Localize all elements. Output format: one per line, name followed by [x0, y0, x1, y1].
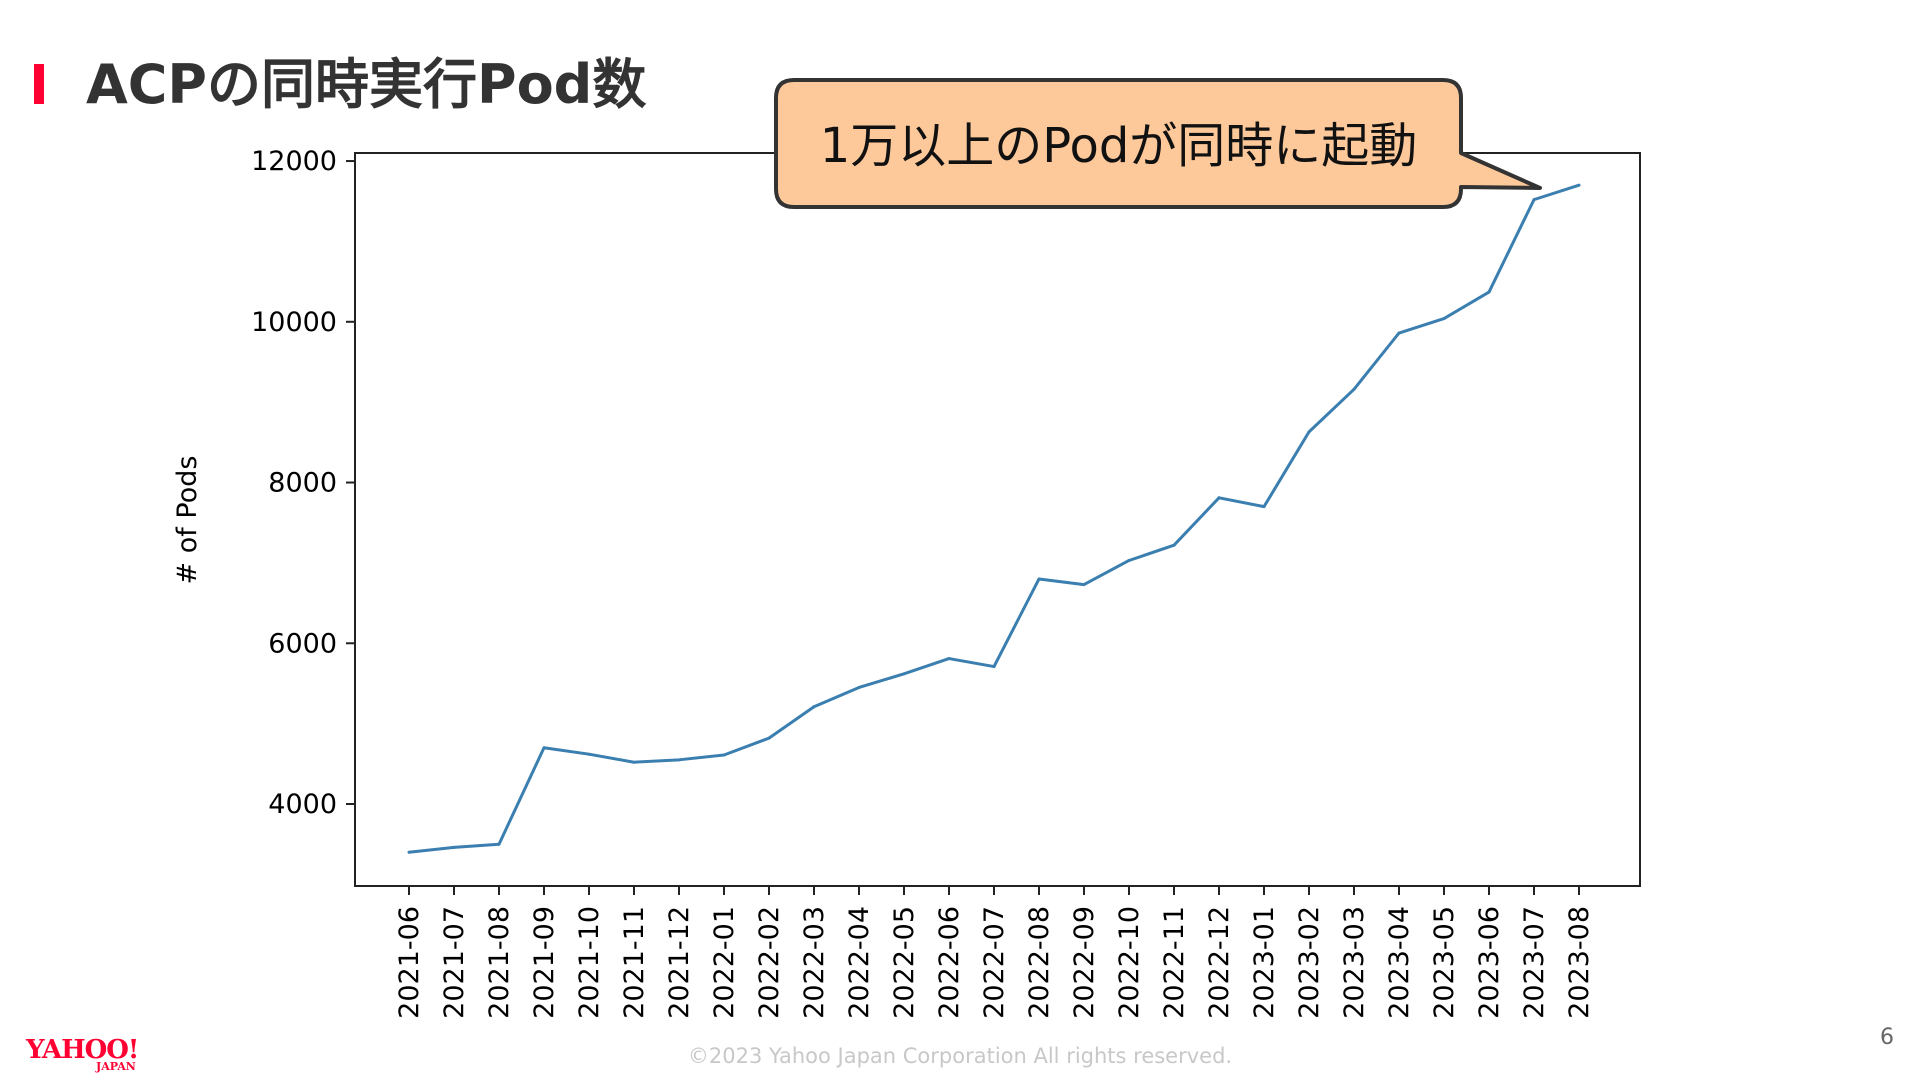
x-tick-label: 2022-03 — [799, 906, 830, 1019]
callout-text: 1万以上のPodが同時に起動 — [820, 118, 1418, 174]
data-point — [452, 845, 456, 849]
x-tick-label: 2021-06 — [394, 906, 425, 1019]
data-point — [497, 842, 501, 846]
x-tick-label: 2023-02 — [1294, 906, 1325, 1019]
y-axis-label: # of Pods — [172, 456, 203, 585]
x-tick-label: 2022-08 — [1024, 906, 1055, 1019]
page-title: ACPの同時実行Pod数 — [86, 53, 647, 116]
x-tick-label: 2023-06 — [1474, 906, 1505, 1019]
y-tick-label: 6000 — [268, 628, 337, 659]
page-number: 6 — [1880, 1025, 1894, 1050]
x-tick-label: 2021-09 — [529, 906, 560, 1019]
yahoo-japan-logo: YAHOO! JAPAN — [26, 1035, 150, 1073]
data-point — [1352, 387, 1356, 391]
data-point — [1262, 505, 1266, 509]
data-point — [812, 705, 816, 709]
x-tick-label: 2021-07 — [439, 906, 470, 1019]
data-point — [902, 672, 906, 676]
data-point — [587, 752, 591, 756]
x-tick-label: 2022-06 — [934, 906, 965, 1019]
x-tick-label: 2021-10 — [574, 906, 605, 1019]
y-tick-label: 4000 — [268, 789, 337, 820]
x-tick-label: 2023-01 — [1249, 906, 1280, 1019]
x-tick-label: 2023-07 — [1519, 906, 1550, 1019]
data-point — [1307, 430, 1311, 434]
data-point — [992, 665, 996, 669]
logo-wordmark: YAHOO! — [26, 1035, 139, 1065]
logo-subtext: JAPAN — [96, 1060, 136, 1073]
x-tick-label: 2022-05 — [889, 906, 920, 1019]
x-tick-label: 2022-10 — [1114, 906, 1145, 1019]
title-accent-bar — [34, 64, 44, 104]
x-tick-label: 2023-05 — [1429, 906, 1460, 1019]
callout-bubble — [774, 78, 1542, 209]
data-point — [1127, 558, 1131, 562]
x-tick-label: 2022-09 — [1069, 906, 1100, 1019]
data-point — [1397, 331, 1401, 335]
x-tick-label: 2022-04 — [844, 906, 875, 1019]
series-line — [408, 183, 1580, 854]
data-point — [542, 746, 546, 750]
x-tick-label: 2023-03 — [1339, 906, 1370, 1019]
y-tick-label: 12000 — [251, 146, 337, 177]
data-point — [677, 758, 681, 762]
x-tick-label: 2022-11 — [1159, 906, 1190, 1019]
data-point — [1577, 183, 1581, 187]
data-point — [767, 736, 771, 740]
y-tick-label: 10000 — [251, 307, 337, 338]
data-point — [1172, 543, 1176, 547]
y-tick-label: 8000 — [268, 468, 337, 499]
x-tick-label: 2022-07 — [979, 906, 1010, 1019]
data-point — [1037, 577, 1041, 581]
x-tick-label: 2023-04 — [1384, 906, 1415, 1019]
plot-frame — [354, 152, 1641, 887]
data-point — [1442, 317, 1446, 321]
x-tick-label: 2021-12 — [664, 906, 695, 1019]
data-point — [857, 685, 861, 689]
x-tick-label: 2022-02 — [754, 906, 785, 1019]
copyright-footer: ©2023 Yahoo Japan Corporation All rights… — [687, 1044, 1233, 1068]
data-point — [632, 760, 636, 764]
x-tick-label: 2022-01 — [709, 906, 740, 1019]
x-tick-label: 2022-12 — [1204, 906, 1235, 1019]
data-point — [1082, 583, 1086, 587]
x-tick-label: 2023-08 — [1564, 906, 1595, 1019]
data-point — [1217, 496, 1221, 500]
x-tick-label: 2021-11 — [619, 906, 650, 1019]
data-point — [1532, 198, 1536, 202]
data-point — [1487, 290, 1491, 294]
data-point — [722, 753, 726, 757]
data-point — [407, 850, 411, 854]
x-tick-label: 2021-08 — [484, 906, 515, 1019]
data-point — [947, 657, 951, 661]
